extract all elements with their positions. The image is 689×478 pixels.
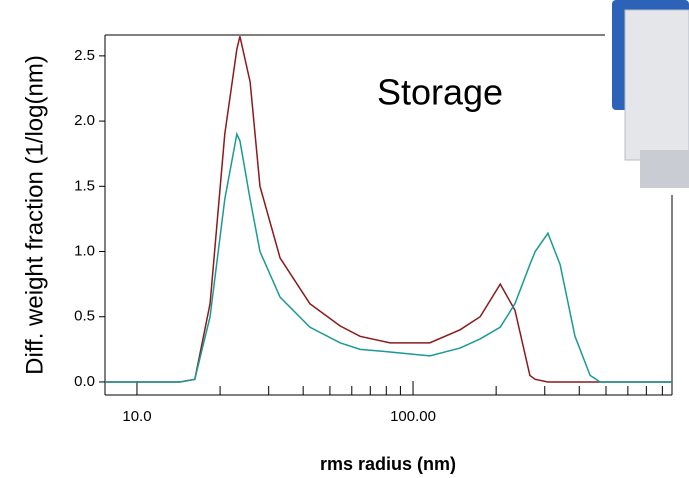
y-tick-label: 1.0 bbox=[74, 242, 95, 259]
annotation: Storage bbox=[377, 72, 503, 113]
line-series bbox=[105, 131, 672, 383]
x-tick-label: 10.0 bbox=[122, 408, 151, 425]
y-tick-label: 2.0 bbox=[74, 112, 95, 129]
y-tick-label: 1.5 bbox=[74, 177, 95, 194]
line-series bbox=[105, 36, 672, 383]
instrument-front bbox=[640, 150, 689, 188]
y-axis-label: Diff. weight fraction (1/log(nm) bbox=[21, 55, 48, 375]
x-tick-label: 100.00 bbox=[390, 408, 436, 425]
instrument-body bbox=[624, 9, 689, 161]
y-tick-label: 2.5 bbox=[74, 47, 95, 64]
y-tick-label: 0.5 bbox=[74, 308, 95, 325]
x-axis-label: rms radius (nm) bbox=[320, 454, 456, 474]
instrument-photo bbox=[605, 0, 689, 195]
y-tick-label: 0.0 bbox=[74, 373, 95, 390]
